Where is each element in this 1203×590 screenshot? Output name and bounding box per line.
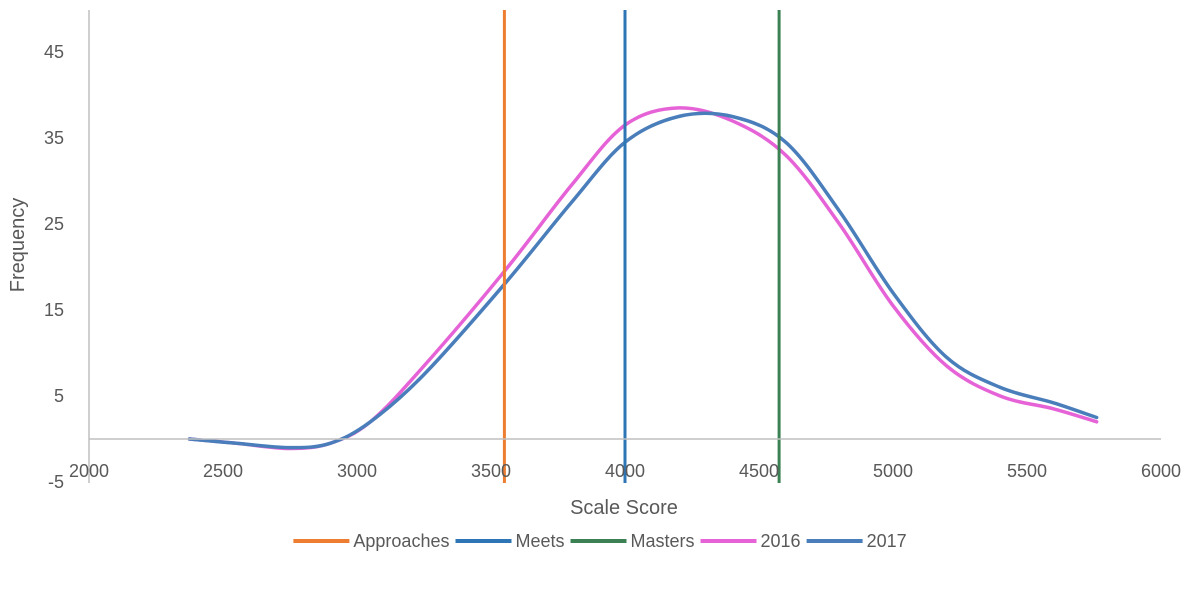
x-axis-title: Scale Score xyxy=(570,497,678,519)
series-line-2017 xyxy=(187,111,1099,450)
plot-area xyxy=(187,10,1099,483)
legend-item: Approaches xyxy=(293,531,449,551)
y-tick-label: -5 xyxy=(48,472,64,492)
x-tick-label: 5000 xyxy=(873,461,913,481)
x-tick-label: 2000 xyxy=(69,461,109,481)
x-tick-label: 6000 xyxy=(1141,461,1181,481)
x-tick-label: 3000 xyxy=(337,461,377,481)
y-axis-title: Frequency xyxy=(7,198,29,293)
y-tick-label: 45 xyxy=(44,42,64,62)
axes xyxy=(88,10,1161,483)
legend-item: Masters xyxy=(570,531,695,551)
series-line-2016 xyxy=(187,106,1099,451)
legend-item: 2017 xyxy=(806,531,907,551)
y-tick-label: 5 xyxy=(54,386,64,406)
x-tick-label: 3500 xyxy=(471,461,511,481)
x-tick-label: 5500 xyxy=(1007,461,1047,481)
y-tick-label: 35 xyxy=(44,128,64,148)
x-tick-label: 4500 xyxy=(739,461,779,481)
y-tick-label: 25 xyxy=(44,214,64,234)
legend-label: Approaches xyxy=(353,531,449,551)
legend-item: 2016 xyxy=(700,531,801,551)
tick-labels: 2000 2500 3000 3500 4000 4500 5000 5500 6000 -5 5 1… xyxy=(44,42,1181,492)
x-tick-label: 2500 xyxy=(203,461,243,481)
legend: Approaches Meets Masters 2016 2017 xyxy=(293,531,907,551)
legend-label: 2017 xyxy=(867,531,907,551)
legend-label: 2016 xyxy=(761,531,801,551)
x-tick-label: 4000 xyxy=(605,461,645,481)
legend-item: Meets xyxy=(455,531,565,551)
legend-label: Meets xyxy=(516,531,565,551)
y-tick-label: 15 xyxy=(44,300,64,320)
legend-label: Masters xyxy=(631,531,695,551)
